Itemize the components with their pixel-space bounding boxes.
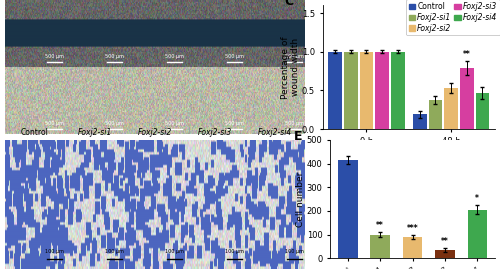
Text: C: C <box>284 0 294 9</box>
Bar <box>338 160 357 258</box>
Bar <box>444 88 458 129</box>
Text: 500 μm: 500 μm <box>225 54 244 59</box>
Text: E: E <box>294 130 302 143</box>
Bar <box>403 237 422 258</box>
Text: 100 μm: 100 μm <box>165 249 184 253</box>
Text: Foxj2-si1: Foxj2-si1 <box>78 128 112 137</box>
Text: Control: Control <box>21 128 49 137</box>
Text: *: * <box>476 194 479 203</box>
Text: 500 μm: 500 μm <box>165 121 184 126</box>
Text: D: D <box>5 140 15 153</box>
Text: Foxj2-si4: Foxj2-si4 <box>258 128 292 137</box>
Text: 500 μm: 500 μm <box>105 54 124 59</box>
Bar <box>428 100 442 129</box>
Text: 500 μm: 500 μm <box>165 54 184 59</box>
Text: ***: *** <box>406 224 418 233</box>
Text: Foxj2-si2: Foxj2-si2 <box>138 128 172 137</box>
Text: **: ** <box>376 221 384 230</box>
Text: 500 μm: 500 μm <box>105 121 124 126</box>
Bar <box>391 52 404 129</box>
Y-axis label: Cell number: Cell number <box>296 171 305 227</box>
Text: 500 μm: 500 μm <box>45 121 64 126</box>
Text: 500 μm: 500 μm <box>225 121 244 126</box>
Text: 100 μm: 100 μm <box>105 249 124 253</box>
Legend: Control, Foxj2-si1, Foxj2-si2, Foxj2-si3, Foxj2-si4: Control, Foxj2-si1, Foxj2-si2, Foxj2-si3… <box>406 0 500 36</box>
Text: B: B <box>5 0 15 13</box>
Y-axis label: Percentage of
wound width: Percentage of wound width <box>281 36 300 98</box>
Bar <box>468 210 487 258</box>
Text: 500 μm: 500 μm <box>285 54 304 59</box>
Bar <box>328 52 342 129</box>
Text: 500 μm: 500 μm <box>285 121 304 126</box>
Bar <box>435 250 454 258</box>
Text: 100 μm: 100 μm <box>285 249 304 253</box>
Bar <box>375 52 389 129</box>
Bar <box>344 52 358 129</box>
Text: Foxj2-si3: Foxj2-si3 <box>198 128 232 137</box>
Bar <box>360 52 374 129</box>
Text: 100 μm: 100 μm <box>45 249 64 253</box>
Bar <box>413 114 426 129</box>
Text: 500 μm: 500 μm <box>45 54 64 59</box>
Bar <box>370 235 390 258</box>
Bar <box>460 68 473 129</box>
Text: 100 μm: 100 μm <box>225 249 244 253</box>
Bar <box>476 93 490 129</box>
Text: **: ** <box>441 237 448 246</box>
Text: **: ** <box>463 50 470 59</box>
